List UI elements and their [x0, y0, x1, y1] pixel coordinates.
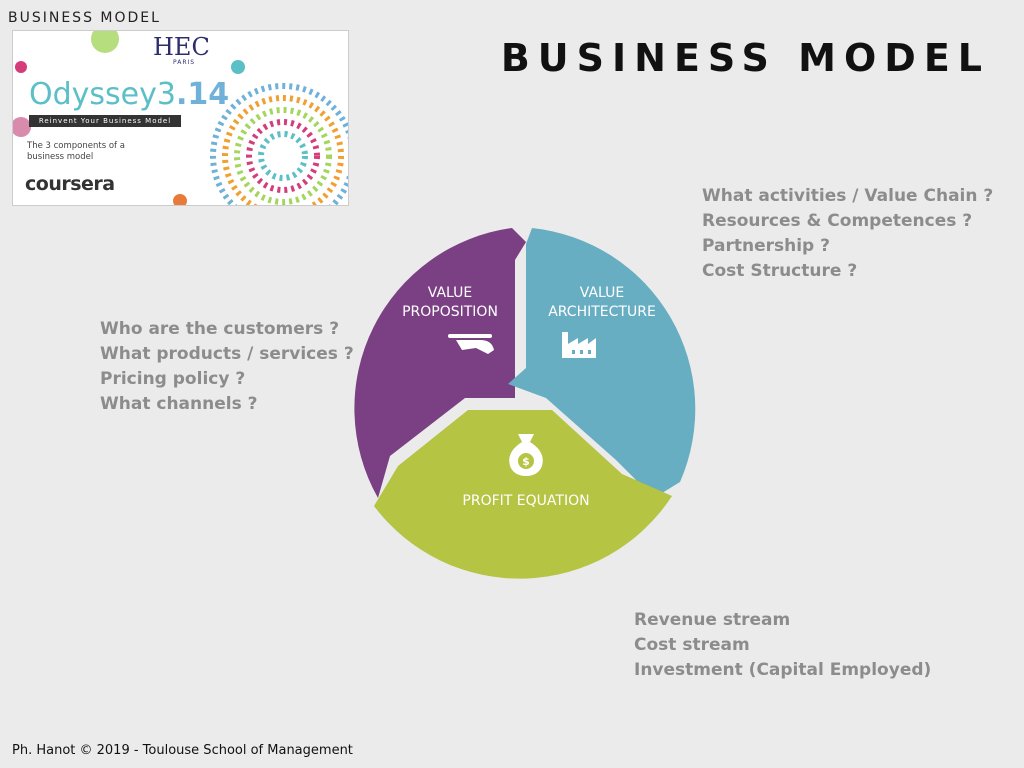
label-profit-equation: PROFIT EQUATION: [462, 493, 589, 509]
factory-icon: [562, 332, 596, 358]
question-item: Cost Structure ?: [702, 261, 858, 281]
svg-text:$: $: [522, 455, 530, 468]
label-value-proposition-1: VALUE: [428, 285, 472, 301]
odyssey-logo: Odyssey3.14: [29, 77, 230, 112]
label-value-architecture-1: VALUE: [580, 285, 624, 301]
value-proposition-questions: Who are the customers ? What products / …: [100, 317, 354, 417]
hand-tray-icon: [448, 334, 494, 354]
footer-credit: Ph. Hanot © 2019 - Toulouse School of Ma…: [12, 743, 353, 758]
profit-item: Revenue stream: [634, 610, 791, 630]
course-thumbnail: HEC PARIS Odyssey3.14 Reinvent Your Busi…: [12, 30, 349, 206]
top-label: BUSINESS MODEL: [8, 10, 161, 26]
profit-item: Investment (Capital Employed): [634, 660, 932, 680]
thumbnail-subtitle: The 3 components of a business model: [27, 141, 125, 162]
coursera-logo: coursera: [25, 173, 115, 195]
dot-pattern: [13, 31, 348, 205]
money-bag-icon: $: [509, 434, 543, 476]
segment-profit-equation: [374, 410, 672, 579]
profit-equation-items: Revenue stream Cost stream Investment (C…: [634, 608, 931, 683]
segment-value-architecture: [508, 228, 696, 498]
business-model-diagram: VALUE PROPOSITION VALUE ARCHITECTURE PRO…: [354, 228, 696, 579]
thumbnail-tagline: Reinvent Your Business Model: [29, 115, 181, 127]
question-item: Partnership ?: [702, 236, 830, 256]
question-item: What activities / Value Chain ?: [702, 186, 994, 206]
page-title: BUSINESS MODEL: [500, 36, 990, 80]
hec-logo-sub: PARIS: [173, 59, 196, 66]
hec-logo: HEC: [153, 33, 210, 61]
question-item: Pricing policy ?: [100, 369, 246, 389]
label-value-architecture-2: ARCHITECTURE: [548, 304, 656, 320]
question-item: What products / services ?: [100, 344, 354, 364]
profit-item: Cost stream: [634, 635, 750, 655]
question-item: Who are the customers ?: [100, 319, 340, 339]
question-item: What channels ?: [100, 394, 258, 414]
value-architecture-questions: What activities / Value Chain ? Resource…: [702, 184, 993, 284]
question-item: Resources & Competences ?: [702, 211, 973, 231]
label-value-proposition-2: PROPOSITION: [402, 304, 498, 320]
segment-value-proposition: [354, 228, 526, 498]
